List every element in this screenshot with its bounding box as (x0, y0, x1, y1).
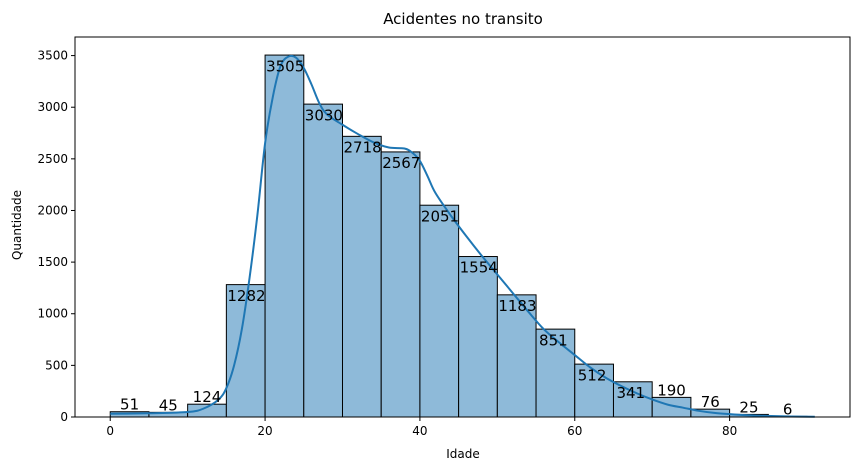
kde-line (110, 54, 815, 418)
x-axis-label: Idade (446, 447, 480, 461)
bar-value-label: 341 (616, 384, 645, 402)
bar-value-label: 512 (578, 366, 607, 384)
chart-title: Acidentes no transito (383, 10, 543, 28)
y-tick-label: 3500 (37, 49, 68, 63)
histogram-bar (225, 284, 266, 418)
bar-value-label: 3505 (266, 57, 304, 75)
bar-value-label: 3030 (305, 106, 343, 124)
bars-layer (109, 54, 808, 418)
histogram-bar (458, 256, 498, 418)
histogram-bar (380, 151, 421, 418)
axes-layer: 0 20 40 60 80 0 500 1000 1500 2000 2500 3000 3500 (37, 36, 851, 438)
bar-value-label: 851 (539, 331, 568, 349)
y-tick-label: 3000 (37, 100, 68, 114)
bar-value-label: 45 (159, 396, 178, 414)
bar-value-label: 124 (193, 388, 222, 406)
bar-value-label: 2718 (343, 139, 381, 157)
histogram-bar (419, 204, 460, 418)
bar-value-label: 6 (783, 400, 793, 418)
x-tick-label: 40 (412, 424, 427, 438)
x-tick-label: 60 (567, 424, 582, 438)
histogram-bar (264, 54, 305, 418)
bar-value-label: 25 (739, 398, 758, 416)
y-tick-label: 1500 (37, 255, 68, 269)
y-tick-label: 2000 (37, 203, 68, 217)
plot-frame (74, 36, 851, 418)
bar-value-label: 2051 (421, 207, 459, 225)
histogram-bar (574, 363, 614, 418)
bar-value-label: 1183 (498, 297, 536, 315)
y-tick-label: 0 (60, 410, 68, 424)
x-tick-label: 20 (257, 424, 272, 438)
bar-value-label: 51 (120, 396, 139, 414)
histogram-bar (612, 381, 653, 418)
bar-value-label: 76 (701, 393, 720, 411)
y-tick-label: 1000 (37, 307, 68, 321)
y-tick-label: 2500 (37, 152, 68, 166)
y-axis-label: Quantidade (10, 190, 24, 260)
bar-value-label: 1554 (460, 259, 498, 277)
histogram-bar (303, 103, 343, 418)
bar-value-label: 1282 (227, 287, 265, 305)
x-tick-label: 80 (722, 424, 737, 438)
histogram-bar (496, 294, 537, 418)
bar-value-label: 190 (657, 381, 686, 399)
x-tick-label: 0 (106, 424, 114, 438)
bar-value-label: 2567 (382, 154, 420, 172)
kde-layer (110, 54, 815, 418)
y-tick-label: 500 (45, 358, 68, 372)
histogram-bar (341, 135, 382, 418)
